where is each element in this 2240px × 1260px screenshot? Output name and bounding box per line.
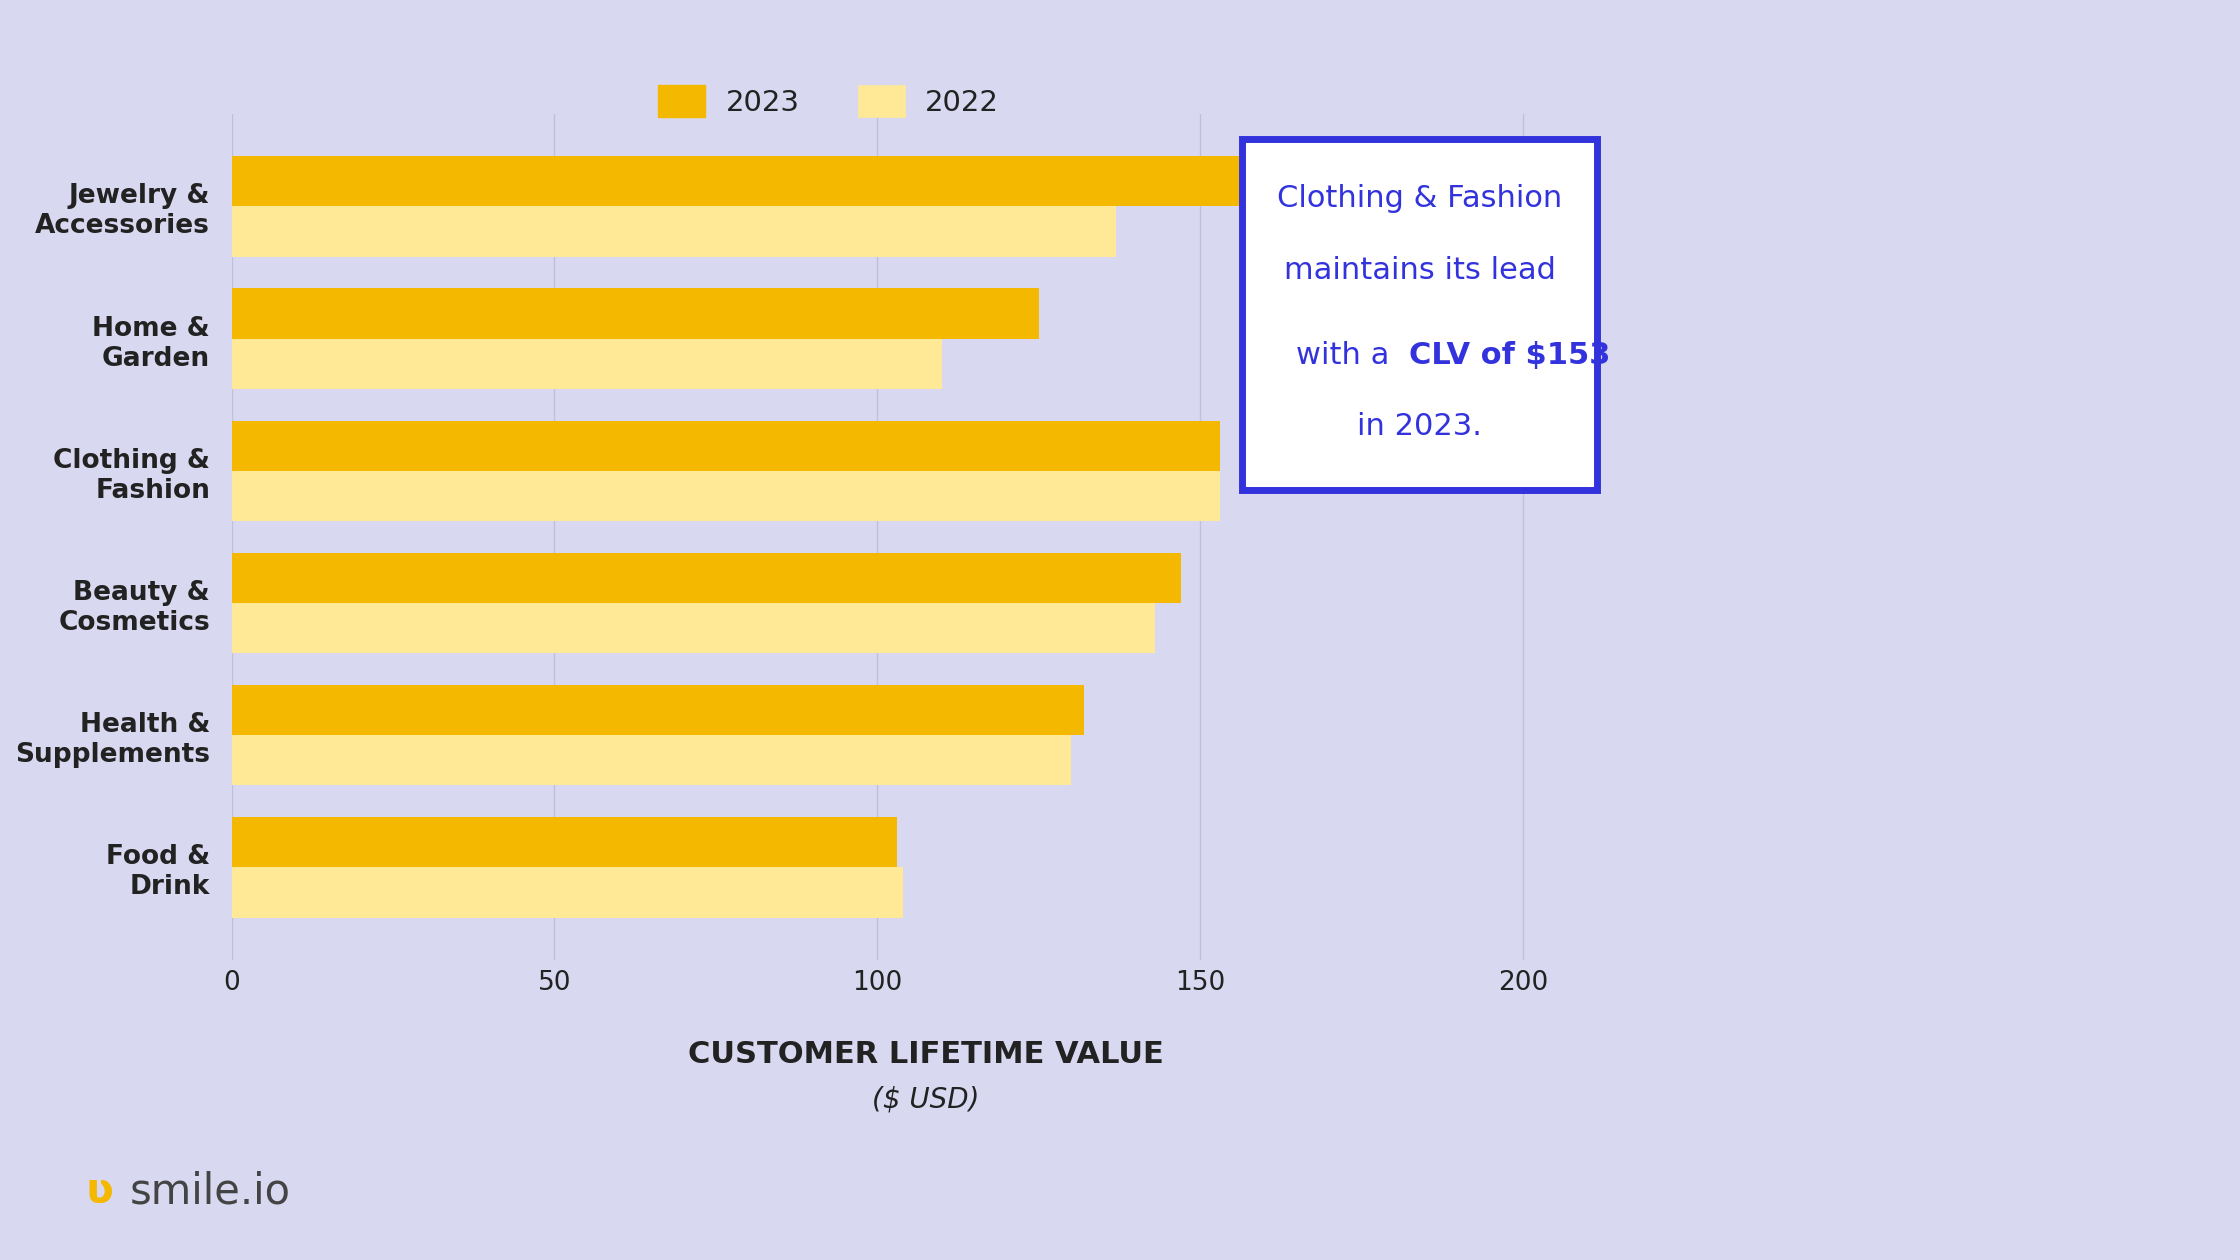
FancyBboxPatch shape [1243,140,1597,490]
Text: smile.io: smile.io [130,1171,291,1212]
Bar [231,289,1039,339]
Text: Clothing & Fashion: Clothing & Fashion [1277,184,1561,213]
Bar [231,421,1221,471]
Bar [231,685,1084,736]
Bar [231,207,1116,257]
Text: with a: with a [1297,340,1389,369]
Text: CUSTOMER LIFETIME VALUE: CUSTOMER LIFETIME VALUE [688,1041,1165,1070]
Bar [231,818,896,867]
Text: CLV of $153: CLV of $153 [1409,340,1611,369]
Bar [231,339,943,389]
Bar [231,471,1221,522]
Legend: 2023, 2022: 2023, 2022 [647,73,1010,129]
Text: maintains its lead: maintains its lead [1284,256,1555,285]
Text: in 2023.: in 2023. [1357,412,1483,441]
Bar [231,604,1156,653]
Bar [231,156,1252,207]
Bar [231,553,1180,604]
Text: ($ USD): ($ USD) [871,1085,979,1114]
Bar [231,736,1071,785]
Text: ʋ: ʋ [85,1171,112,1212]
Bar [231,867,903,917]
